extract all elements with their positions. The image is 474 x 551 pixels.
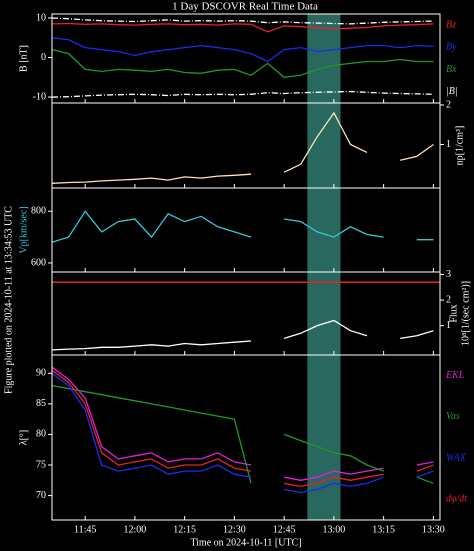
y-tick-label: 10 <box>36 12 46 23</box>
y-tick-label: 2 <box>446 294 451 305</box>
data-line <box>51 366 434 481</box>
y-axis-label: 10⁸[1/(sec cm²)] <box>460 281 471 346</box>
x-tick-label: 12:00 <box>124 524 147 535</box>
y-axis-label: np[1/cm³] <box>454 126 465 166</box>
data-line <box>51 372 434 494</box>
panel-frame <box>51 13 441 104</box>
panel-frame <box>51 271 441 356</box>
y-tick-label: 3 <box>446 269 451 280</box>
data-line <box>51 111 434 184</box>
data-line <box>51 90 434 98</box>
data-line <box>51 17 434 25</box>
panel-frame <box>51 354 441 521</box>
data-line <box>51 22 434 33</box>
legend-label: WAX <box>446 452 467 463</box>
y-tick-label: 70 <box>36 490 46 501</box>
x-tick-label: 12:45 <box>273 524 296 535</box>
x-tick-label: 11:45 <box>74 524 96 535</box>
data-line <box>51 384 434 484</box>
chart-title: 1 Day DSCOVR Real Time Data <box>172 1 318 13</box>
x-tick-label: 12:30 <box>223 524 246 535</box>
y-tick-label: 80 <box>36 429 46 440</box>
x-tick-label: 13:00 <box>322 524 345 535</box>
legend-label: Vas <box>446 411 460 422</box>
legend-label: |B| <box>446 86 458 97</box>
y-axis-label: λ[°] <box>18 430 29 446</box>
highlight-band <box>307 14 341 520</box>
y-tick-label: 0 <box>41 52 46 63</box>
y-tick-label: 2 <box>446 99 451 110</box>
data-line <box>51 37 434 63</box>
x-tick-label: 13:15 <box>372 524 395 535</box>
y-tick-label: 90 <box>36 368 46 379</box>
data-line <box>51 319 434 351</box>
panel-frame <box>51 187 441 273</box>
y-tick-label: 800 <box>31 206 46 217</box>
data-line <box>51 369 434 488</box>
y-tick-label: 85 <box>36 398 46 409</box>
y-axis-label: Flux <box>448 304 459 322</box>
plot-note: Figure plotted on 2024-10-11 at 13:34:53… <box>3 206 14 394</box>
legend-label: Bx <box>446 64 457 75</box>
y-axis-label: Vp[km/sec] <box>18 206 29 253</box>
x-tick-label: 12:15 <box>173 524 196 535</box>
panel-frame <box>51 102 441 189</box>
y-tick-label: 75 <box>36 459 46 470</box>
y-tick-label: 1 <box>446 320 451 331</box>
data-line <box>51 210 434 243</box>
y-axis-label: B [nT] <box>18 45 29 72</box>
y-tick-label: 1 <box>446 139 451 150</box>
y-tick-label: 600 <box>31 257 46 268</box>
x-tick-label: 13:30 <box>422 524 445 535</box>
data-line <box>51 48 434 78</box>
x-axis-label: Time on 2024-10-11 [UTC] <box>190 537 301 548</box>
legend-label: EKL <box>445 370 465 381</box>
legend-label: By <box>446 42 457 53</box>
legend-label: Bz <box>446 19 456 30</box>
legend-label: dφ/dt <box>446 494 467 505</box>
y-tick-label: -10 <box>33 91 46 102</box>
